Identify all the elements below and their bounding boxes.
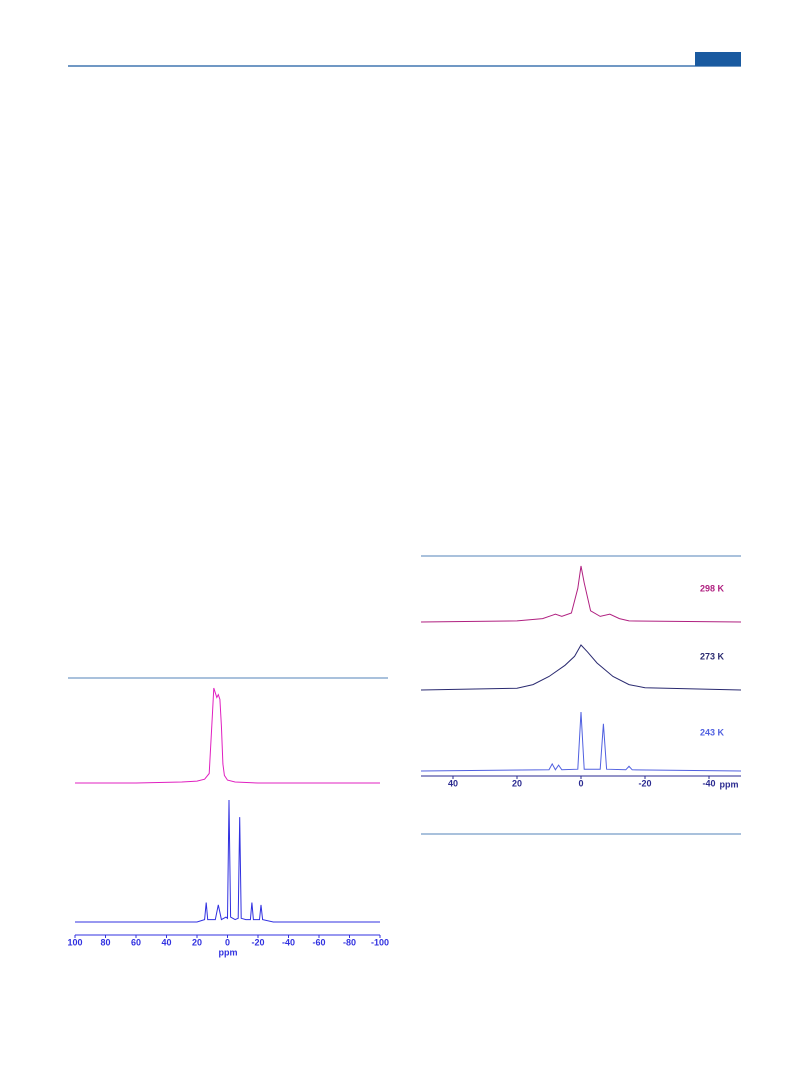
series-label: 273 K — [700, 651, 725, 661]
x-tick-label: 20 — [512, 778, 522, 788]
x-tick-label: 80 — [100, 937, 110, 947]
x-tick-label: -40 — [702, 778, 715, 788]
x-tick-label: 100 — [67, 937, 82, 947]
x-tick-label: 0 — [225, 937, 230, 947]
x-axis-label: ppm — [219, 947, 238, 957]
spectrum-trace — [75, 799, 380, 923]
x-tick-label: -80 — [343, 937, 356, 947]
x-tick-label: 40 — [161, 937, 171, 947]
spectrum-trace — [420, 711, 742, 772]
series-label: 298 K — [700, 583, 725, 593]
x-tick-label: 60 — [131, 937, 141, 947]
x-axis-label: ppm — [720, 779, 739, 789]
x-tick-label: -40 — [282, 937, 295, 947]
x-tick-label: 0 — [578, 778, 583, 788]
x-tick-label: -100 — [371, 937, 389, 947]
series-label: 243 K — [700, 727, 725, 737]
spectrum-trace — [420, 565, 742, 623]
x-tick-label: 20 — [192, 937, 202, 947]
spectrum-trace — [420, 644, 742, 691]
x-tick-label: -20 — [638, 778, 651, 788]
x-tick-label: 40 — [448, 778, 458, 788]
spectrum-trace — [75, 687, 380, 784]
x-tick-label: -60 — [312, 937, 325, 947]
x-tick-label: -20 — [251, 937, 264, 947]
header-tab — [695, 52, 741, 66]
